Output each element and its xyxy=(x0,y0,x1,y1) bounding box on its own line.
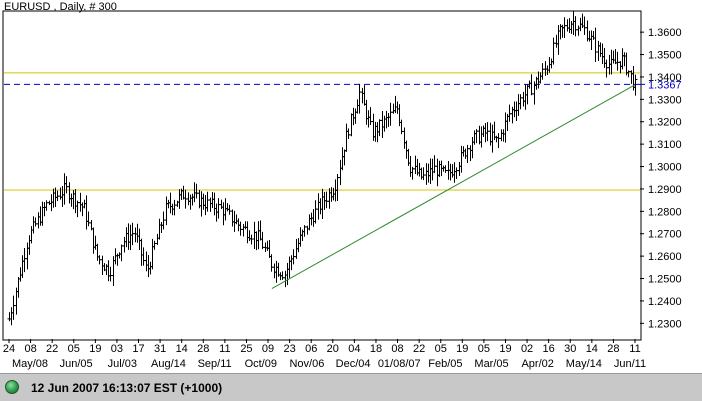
x-day-label: 08 xyxy=(391,343,403,355)
x-month-label: May/14 xyxy=(566,358,602,370)
status-bar: 12 Jun 2007 16:13:07 EST (+1000) xyxy=(0,373,702,401)
x-month-label: Apr/02 xyxy=(521,358,553,370)
x-month-label: Sep/11 xyxy=(198,358,232,370)
x-day-label: 28 xyxy=(607,343,619,355)
connection-status-icon xyxy=(5,380,19,394)
x-month-label: Jun/11 xyxy=(614,358,646,370)
x-day-label: 18 xyxy=(370,343,382,355)
chart-title: EURUSD , Daily, # 300 xyxy=(4,1,117,13)
x-day-label: 16 xyxy=(543,343,555,355)
x-day-label: 05 xyxy=(68,343,80,355)
x-day-label: 20 xyxy=(327,343,339,355)
x-day-label: 02 xyxy=(521,343,533,355)
y-tick-label: 1.3500 xyxy=(648,50,682,62)
x-day-label: 25 xyxy=(240,343,252,355)
x-day-label: 14 xyxy=(586,343,598,355)
chart-frame xyxy=(2,10,642,341)
x-month-label: Jun/05 xyxy=(60,358,93,370)
y-tick-label: 1.2300 xyxy=(648,318,682,330)
x-month-label: 01/08/07 xyxy=(378,358,421,370)
x-day-label: 17 xyxy=(132,343,144,355)
x-day-label: 23 xyxy=(283,343,295,355)
y-tick-label: 1.2500 xyxy=(648,274,682,286)
x-day-label: 06 xyxy=(305,343,317,355)
y-tick-label: 1.3400 xyxy=(648,72,682,84)
x-day-label: 04 xyxy=(348,343,360,355)
x-day-label: 09 xyxy=(262,343,274,355)
x-day-label: 08 xyxy=(24,343,36,355)
y-tick-label: 1.2400 xyxy=(648,296,682,308)
x-month-label: Aug/14 xyxy=(151,358,186,370)
x-day-label: 05 xyxy=(478,343,490,355)
y-tick-label: 1.2600 xyxy=(648,251,682,263)
x-day-label: 31 xyxy=(154,343,166,355)
y-tick-label: 1.3100 xyxy=(648,139,682,151)
trendline xyxy=(271,84,636,290)
x-day-label: 24 xyxy=(3,343,15,355)
x-day-label: 11 xyxy=(219,343,230,355)
x-month-label: Jul/03 xyxy=(108,358,137,370)
current-price-label: 1.3367 xyxy=(648,79,682,91)
x-day-label: 30 xyxy=(564,343,576,355)
x-month-label: May/08 xyxy=(12,358,48,370)
x-day-label: 22 xyxy=(413,343,425,355)
x-month-label: Mar/05 xyxy=(474,358,508,370)
x-day-label: 11 xyxy=(629,343,640,355)
x-day-label: 22 xyxy=(46,343,58,355)
chart-window: EURUSD , Daily, # 300 1.3600 1.3500 1.3400… xyxy=(2,1,682,370)
x-month-label: Nov/06 xyxy=(289,358,324,370)
x-day-label: 19 xyxy=(499,343,511,355)
x-day-label: 03 xyxy=(111,343,123,355)
price-chart: EURUSD , Daily, # 300 1.3600 1.3500 1.3400… xyxy=(2,1,682,370)
y-tick-label: 1.3300 xyxy=(648,94,682,106)
x-month-label: Feb/05 xyxy=(428,358,462,370)
x-day-label: 14 xyxy=(176,343,188,355)
x-month-label: Dec/04 xyxy=(336,358,371,370)
y-tick-label: 1.2900 xyxy=(648,184,682,196)
y-tick-label: 1.3000 xyxy=(648,162,682,174)
x-day-label: 05 xyxy=(435,343,447,355)
x-day-label: 19 xyxy=(89,343,101,355)
x-month-label: Oct/09 xyxy=(245,358,277,370)
y-tick-label: 1.3200 xyxy=(648,117,682,129)
y-tick-label: 1.2700 xyxy=(648,229,682,241)
x-day-label: 28 xyxy=(197,343,209,355)
y-tick-label: 1.2800 xyxy=(648,206,682,218)
status-text: 12 Jun 2007 16:13:07 EST (+1000) xyxy=(31,381,223,395)
x-day-label: 19 xyxy=(456,343,468,355)
y-tick-label: 1.3600 xyxy=(648,27,682,39)
ohlc-bar xyxy=(633,74,638,96)
